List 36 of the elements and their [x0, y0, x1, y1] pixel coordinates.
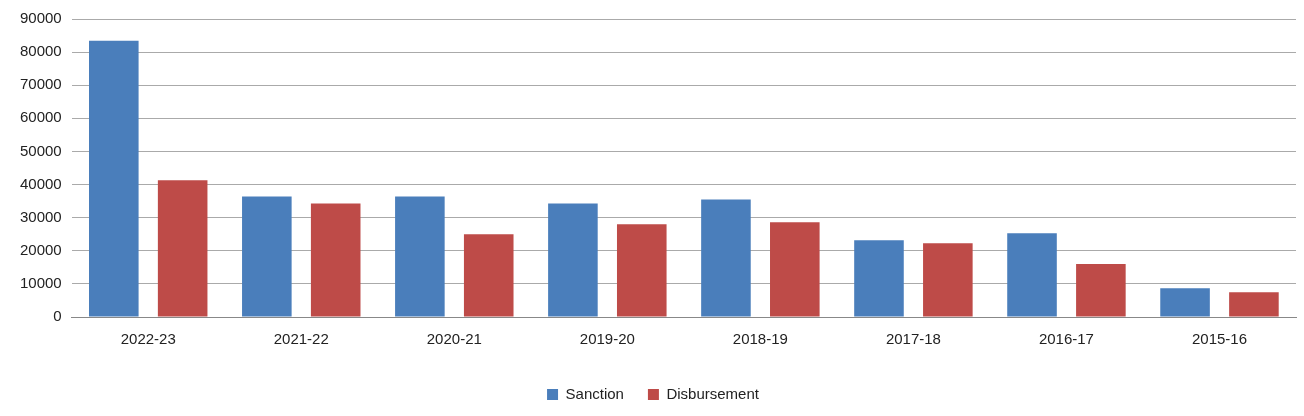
- y-tick-label: 50000: [19, 141, 62, 159]
- bar: [89, 40, 139, 317]
- x-tick-label: 2020-21: [426, 330, 482, 348]
- legend-label: Disbursement: [666, 384, 760, 402]
- x-tick-label: 2017-18: [885, 330, 941, 348]
- y-tick-label: 40000: [19, 174, 62, 192]
- bar: [310, 203, 361, 317]
- x-tick-label: 2015-16: [1191, 330, 1248, 348]
- y-tick-label: 0: [53, 307, 62, 325]
- x-tick-label: 2022-23: [120, 330, 176, 348]
- y-tick-label: 80000: [19, 42, 62, 60]
- bar: [923, 243, 973, 317]
- y-tick-label: 70000: [19, 75, 62, 93]
- bar: [242, 196, 292, 317]
- bar: [548, 203, 598, 317]
- bar: [616, 224, 667, 317]
- y-tick-label: 20000: [19, 240, 62, 258]
- bar: [463, 234, 514, 317]
- bar: [1160, 288, 1210, 317]
- bar: [1229, 292, 1279, 317]
- bar: [157, 180, 208, 317]
- bar: [1076, 264, 1126, 317]
- y-tick-label: 10000: [19, 274, 62, 292]
- legend-label: Sanction: [565, 384, 624, 402]
- bar: [1007, 233, 1057, 317]
- y-tick-label: 90000: [19, 9, 62, 27]
- y-tick-label: 60000: [19, 108, 62, 126]
- x-tick-label: 2016-17: [1038, 330, 1094, 348]
- x-tick-label: 2019-20: [579, 330, 635, 348]
- y-tick-label: 30000: [19, 207, 62, 225]
- x-tick-label: 2021-22: [273, 330, 329, 348]
- bar: [770, 222, 820, 317]
- bar: [854, 240, 904, 317]
- bar: [701, 199, 751, 317]
- x-tick-label: 2018-19: [732, 330, 788, 348]
- bar: [395, 196, 445, 317]
